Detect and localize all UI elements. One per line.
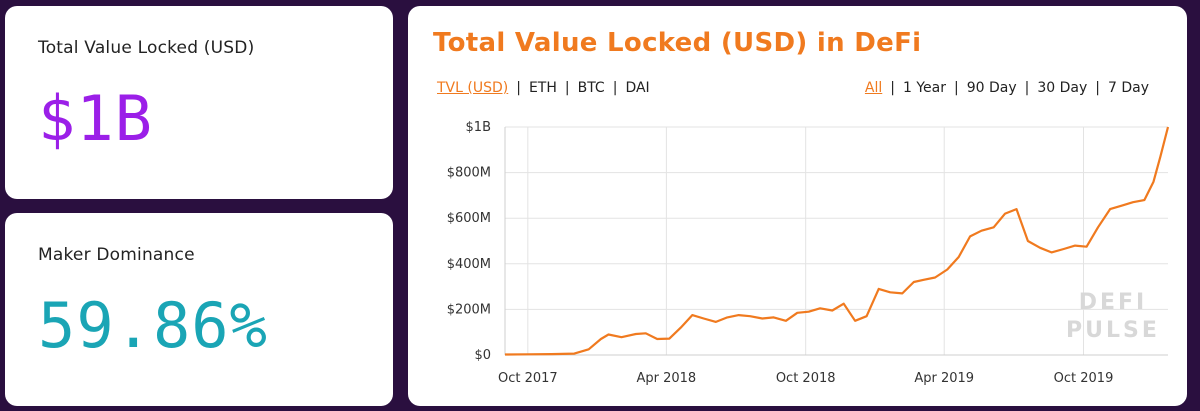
x-tick-label: Oct 2017 (498, 371, 558, 386)
separator: | (564, 80, 570, 96)
tvl-card: Total Value Locked (USD) $1B (5, 6, 393, 199)
y-tick-label: $200M (447, 302, 491, 317)
y-tick-label: $800M (447, 166, 491, 181)
separator: | (1024, 80, 1030, 96)
maker-dominance-value: 59.86% (38, 289, 268, 362)
maker-dominance-card: Maker Dominance 59.86% (5, 213, 393, 406)
metric-selector: TVL (USD) | ETH | BTC | DAI (437, 80, 650, 96)
metric-btc[interactable]: BTC (577, 80, 605, 96)
range-all[interactable]: All (864, 80, 883, 96)
y-tick-label: $0 (474, 348, 491, 363)
range-7-day[interactable]: 7 Day (1107, 80, 1149, 96)
tvl-label: Total Value Locked (USD) (38, 38, 255, 58)
tvl-chart-card: Total Value Locked (USD) in DeFi TVL (US… (408, 6, 1187, 406)
metric-tvl-usd[interactable]: TVL (USD) (437, 80, 509, 96)
separator: | (1095, 80, 1100, 96)
watermark-text: PULSE (1066, 318, 1160, 343)
chart-title: Total Value Locked (USD) in DeFi (433, 28, 922, 58)
range-90-day[interactable]: 90 Day (966, 80, 1017, 96)
range-selector: All | 1 Year | 90 Day | 30 Day | 7 Day (865, 80, 1149, 96)
metric-eth[interactable]: ETH (528, 80, 557, 96)
y-tick-label: $1B (466, 120, 491, 135)
y-tick-label: $400M (447, 257, 491, 272)
range-30-day[interactable]: 30 Day (1037, 80, 1088, 96)
y-tick-label: $600M (447, 211, 491, 226)
tvl-line-chart: $0 $200M $400M $600M $800M $1B Oct 2017 Apr 201… (447, 120, 1170, 386)
separator: | (612, 80, 618, 96)
range-1-year[interactable]: 1 Year (902, 80, 946, 96)
tvl-value: $1B (38, 82, 153, 155)
separator: | (953, 80, 959, 96)
separator: | (516, 80, 521, 96)
separator: | (890, 80, 895, 96)
tvl-series-line (504, 126, 1170, 356)
x-tick-label: Apr 2019 (914, 371, 974, 386)
metric-dai[interactable]: DAI (625, 80, 650, 96)
x-tick-label: Oct 2019 (1054, 371, 1114, 386)
watermark-text: DEFI (1079, 290, 1148, 315)
x-tick-label: Apr 2018 (637, 371, 697, 386)
x-tick-label: Oct 2018 (776, 371, 836, 386)
maker-dominance-label: Maker Dominance (38, 245, 195, 265)
